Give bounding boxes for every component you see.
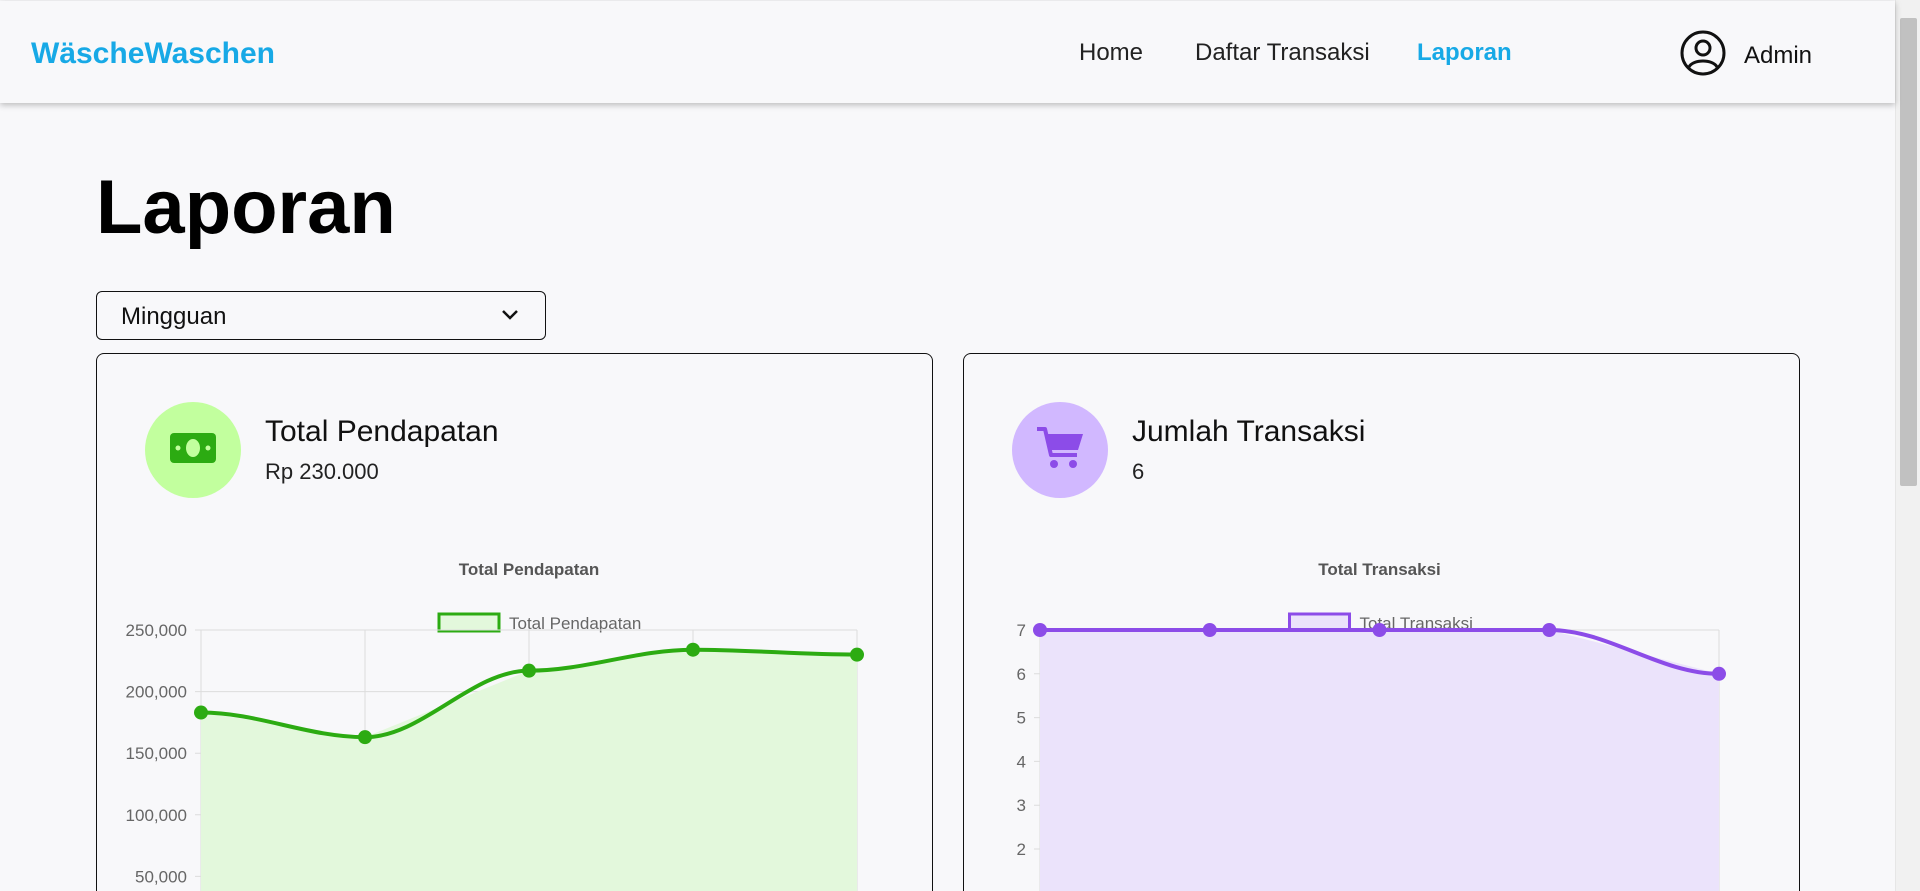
y-tick-label: 7 (1017, 621, 1026, 640)
card-total-pendapatan: Total Pendapatan Rp 230.000 Total Pendap… (96, 353, 933, 891)
jumlah-transaksi-label: Jumlah Transaksi (1132, 415, 1366, 448)
navbar: WäscheWaschen Home Daftar Transaksi Lapo… (0, 1, 1895, 103)
y-tick-label: 150,000 (126, 744, 187, 763)
data-point (1542, 623, 1557, 637)
data-point (1372, 623, 1387, 637)
chevron-down-icon (501, 308, 519, 327)
pendapatan-chart: Total Pendapatan Total Pendapatan 250,000 2… (126, 560, 864, 891)
total-pendapatan-label: Total Pendapatan (265, 415, 499, 448)
period-select-value: Mingguan (121, 303, 227, 330)
data-point (194, 705, 208, 720)
cart-icon (1035, 425, 1085, 476)
y-tick-label: 6 (1017, 665, 1026, 684)
nav-laporan[interactable]: Laporan (1417, 39, 1512, 66)
y-tick-label: 4 (1017, 752, 1026, 771)
data-point (1202, 623, 1217, 637)
vertical-scrollbar[interactable] (1895, 0, 1920, 891)
data-point (1033, 623, 1047, 637)
user-name: Admin (1744, 41, 1813, 69)
page-title: Laporan (96, 165, 396, 250)
y-tick-label: 250,000 (126, 621, 187, 640)
y-tick-label: 3 (1017, 796, 1026, 815)
chart-title: Total Transaksi (1318, 560, 1441, 579)
user-menu[interactable]: Admin (1680, 30, 1812, 81)
data-point (1712, 666, 1726, 681)
y-tick-label: 100,000 (126, 806, 187, 825)
legend-label: Total Pendapatan (509, 614, 641, 633)
money-icon (168, 430, 218, 471)
data-point (522, 663, 536, 678)
data-point (686, 642, 700, 657)
period-select[interactable]: Mingguan (96, 291, 546, 340)
total-pendapatan-value: Rp 230.000 (265, 459, 379, 484)
nav-daftar-transaksi[interactable]: Daftar Transaksi (1195, 39, 1370, 66)
card-jumlah-transaksi: Jumlah Transaksi 6 Total Transaksi Total … (963, 353, 1800, 891)
jumlah-transaksi-value: 6 (1132, 459, 1145, 484)
brand-logo[interactable]: WäscheWaschen (31, 37, 275, 70)
y-tick-label: 5 (1017, 709, 1026, 728)
user-circle-icon (1680, 30, 1726, 81)
y-tick-label: 50,000 (135, 867, 187, 886)
scrollbar-thumb[interactable] (1900, 18, 1917, 486)
legend-swatch (437, 612, 501, 633)
y-tick-label: 2 (1017, 840, 1026, 859)
money-icon-circle (145, 402, 241, 498)
cart-icon-circle (1012, 402, 1108, 498)
y-tick-label: 200,000 (126, 683, 187, 702)
series-area (201, 649, 857, 891)
data-point (358, 730, 372, 745)
series-area (1040, 630, 1719, 891)
nav-home[interactable]: Home (1079, 39, 1144, 66)
chart-title: Total Pendapatan (459, 560, 599, 579)
data-point (850, 647, 864, 662)
